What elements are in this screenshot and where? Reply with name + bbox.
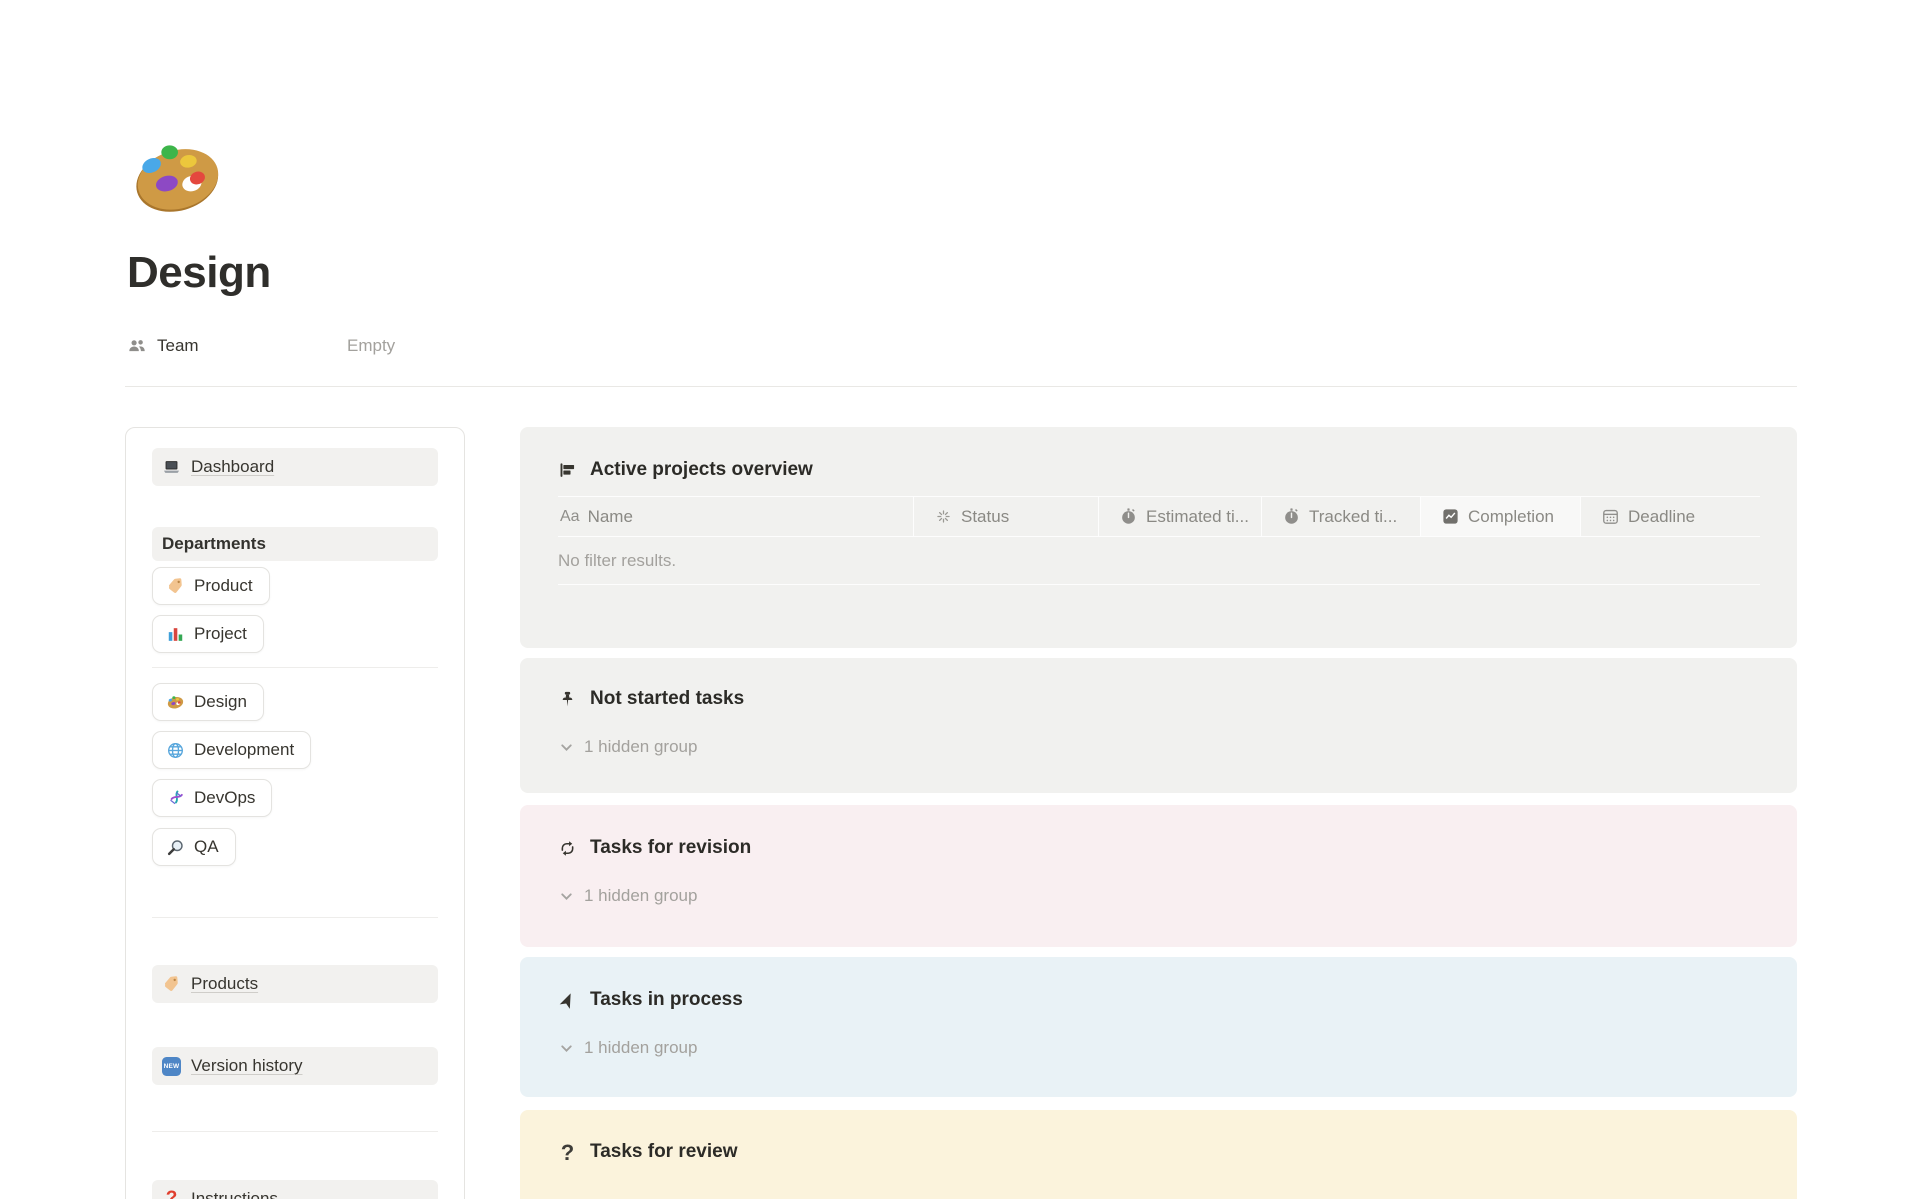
- column-header-deadline[interactable]: Deadline: [1580, 497, 1760, 536]
- column-label: Estimated ti...: [1146, 506, 1249, 526]
- hidden-group-toggle[interactable]: 1 hidden group: [558, 737, 1760, 757]
- dna-icon: [170, 790, 183, 804]
- sidebar-item-label: QA: [194, 837, 219, 856]
- sidebar-item-version-history[interactable]: NEW Version history: [152, 1047, 438, 1085]
- sidebar-item-label: Products: [191, 974, 259, 993]
- view-title-active-projects[interactable]: Active projects overview: [590, 459, 813, 480]
- card-tasks-for-review: ? Tasks for review: [520, 1110, 1797, 1199]
- sidebar-item-dashboard[interactable]: Dashboard: [152, 448, 438, 486]
- globe-icon: [168, 742, 183, 758]
- column-label: Deadline: [1628, 506, 1696, 526]
- aa-icon: Aa: [560, 507, 580, 525]
- calendar-icon: [1603, 509, 1618, 524]
- sidebar-item-products[interactable]: Products: [152, 965, 438, 1003]
- sidebar-item-label: DevOps: [194, 788, 256, 807]
- sidebar-item-label: Product: [194, 576, 253, 595]
- property-team-label: Team: [157, 336, 199, 355]
- property-team-value[interactable]: Empty: [347, 336, 396, 355]
- card-active-projects: Active projects overview Aa Name: [520, 427, 1797, 648]
- view-title-in-process[interactable]: Tasks in process: [590, 989, 743, 1010]
- hidden-group-toggle[interactable]: 1 hidden group: [558, 1038, 1760, 1058]
- page-icon-palette[interactable]: [128, 128, 228, 228]
- card-tasks-for-revision: Tasks for revision 1 hidden group: [520, 805, 1797, 947]
- sidebar-item-label: Dashboard: [191, 457, 275, 476]
- property-row-team: Team Empty: [127, 326, 767, 366]
- repeat-icon: [561, 840, 574, 856]
- spinner-icon: [937, 510, 950, 523]
- view-title-not-started[interactable]: Not started tasks: [590, 688, 745, 709]
- column-label: Completion: [1468, 506, 1554, 526]
- stopwatch-icon: [1122, 508, 1135, 524]
- stopwatch-icon: [1285, 508, 1298, 524]
- sidebar-item-project[interactable]: Project: [152, 615, 264, 653]
- sidebar-header-departments: Departments: [152, 527, 438, 561]
- sidebar-header-label: Departments: [162, 534, 266, 553]
- bar-chart-icon: [168, 627, 183, 641]
- sidebar-item-devops[interactable]: DevOps: [152, 779, 273, 817]
- sidebar-divider: [152, 667, 438, 668]
- navigation-icon: [559, 992, 571, 1009]
- horizontal-bars-icon: [560, 462, 575, 477]
- sidebar-item-label: Project: [194, 624, 247, 643]
- page-title[interactable]: Design: [127, 248, 271, 297]
- column-header-tracked-time[interactable]: Tracked ti...: [1261, 497, 1420, 536]
- hidden-group-label: 1 hidden group: [584, 737, 698, 756]
- magnifier-icon: [167, 839, 183, 855]
- sidebar-divider: [152, 917, 438, 918]
- chart-square-icon: [1443, 509, 1458, 524]
- sidebar-panel: Dashboard Departments Product: [125, 427, 465, 1199]
- column-label: Tracked ti...: [1309, 506, 1398, 526]
- chevron-down-icon: [561, 743, 572, 751]
- hidden-group-label: 1 hidden group: [584, 1038, 698, 1057]
- pushpin-icon: [562, 691, 573, 707]
- sidebar-item-label: Development: [194, 740, 295, 759]
- chevron-down-icon: [561, 1044, 572, 1052]
- column-header-name[interactable]: Aa Name: [558, 497, 913, 536]
- view-title-review[interactable]: Tasks for review: [590, 1141, 738, 1162]
- people-icon: [129, 340, 145, 352]
- card-tasks-in-process: Tasks in process 1 hidden group: [520, 957, 1797, 1097]
- column-label: Name: [587, 506, 633, 526]
- sidebar-divider: [152, 1131, 438, 1132]
- hidden-group-label: 1 hidden group: [584, 886, 698, 905]
- header-divider: [125, 386, 1797, 387]
- view-title-revision[interactable]: Tasks for revision: [590, 837, 752, 858]
- column-label: Status: [961, 506, 1010, 526]
- main-content: Active projects overview Aa Name: [520, 427, 1797, 1199]
- card-not-started-tasks: Not started tasks 1 hidden group: [520, 658, 1797, 793]
- property-team[interactable]: Team: [127, 336, 347, 356]
- column-header-status[interactable]: Status: [913, 497, 1098, 536]
- sidebar-item-label: Design: [194, 692, 247, 711]
- tag-icon: [168, 577, 182, 593]
- tag-icon: [164, 975, 178, 991]
- column-header-estimated-time[interactable]: Estimated ti...: [1098, 497, 1261, 536]
- hidden-group-toggle[interactable]: 1 hidden group: [558, 886, 1760, 906]
- sidebar-item-product[interactable]: Product: [152, 567, 270, 605]
- sidebar-item-label: Version history: [191, 1056, 303, 1075]
- laptop-icon: [163, 460, 180, 473]
- sidebar-item-development[interactable]: Development: [152, 731, 312, 769]
- sidebar-item-design[interactable]: Design: [152, 683, 264, 721]
- column-header-completion[interactable]: Completion: [1420, 497, 1580, 536]
- sidebar-item-label: Instructions: [191, 1189, 278, 1199]
- table-header-row: Aa Name Status: [558, 496, 1760, 537]
- palette-icon: [167, 695, 184, 709]
- question-icon: ?: [560, 1139, 575, 1165]
- chevron-down-icon: [561, 892, 572, 900]
- red-question-icon: ?: [165, 1188, 178, 1199]
- sidebar-item-instructions[interactable]: ? Instructions: [152, 1180, 438, 1199]
- palette-icon: [136, 145, 219, 212]
- new-badge-icon: NEW: [162, 1056, 181, 1076]
- sidebar-item-qa[interactable]: QA: [152, 828, 236, 866]
- table-empty-message: No filter results.: [558, 537, 1760, 585]
